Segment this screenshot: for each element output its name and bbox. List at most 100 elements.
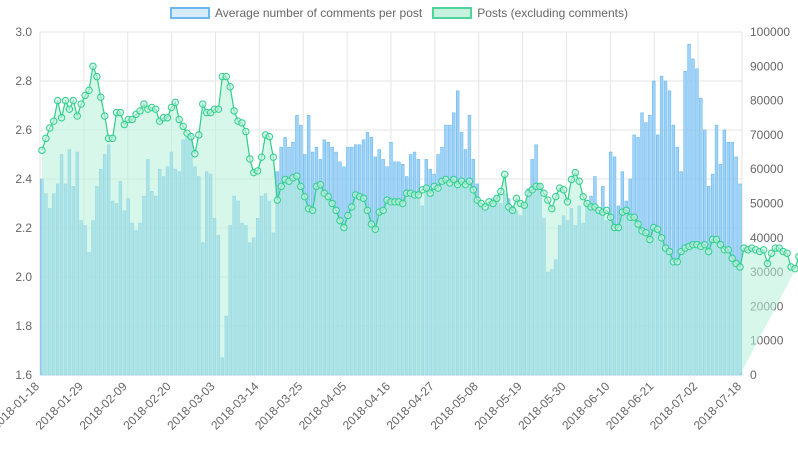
- posts-point: [128, 115, 136, 124]
- posts-point: [712, 235, 721, 244]
- posts-point: [120, 120, 129, 129]
- posts-point: [371, 225, 380, 233]
- posts-point: [367, 220, 376, 228]
- posts-point: [716, 240, 725, 249]
- posts-point: [791, 264, 798, 273]
- posts-point: [571, 168, 580, 177]
- posts-point: [763, 259, 772, 268]
- legend-swatch-comments-per-post: [170, 7, 211, 19]
- posts-point: [567, 175, 576, 184]
- posts-point: [701, 240, 709, 249]
- posts-point: [93, 72, 101, 81]
- y-right-tick-label: 90000: [750, 59, 784, 73]
- posts-point: [548, 204, 556, 213]
- posts-point: [265, 132, 274, 141]
- y-left-tick-label: 2.0: [15, 270, 32, 284]
- posts-point: [450, 175, 458, 184]
- y-left-tick-label: 2.6: [15, 123, 32, 137]
- posts-point: [795, 253, 798, 261]
- posts-point: [759, 246, 768, 254]
- posts-point: [508, 206, 517, 215]
- posts-point: [704, 247, 713, 256]
- posts-point: [269, 153, 278, 161]
- posts-point: [540, 189, 548, 197]
- posts-point: [57, 114, 66, 122]
- posts-point: [195, 131, 203, 139]
- posts-point: [559, 186, 568, 194]
- posts-point: [344, 211, 352, 220]
- legend: Average number of comments per post Post…: [0, 6, 798, 20]
- posts-point: [348, 203, 356, 211]
- y-left-tick-label: 2.4: [15, 172, 32, 186]
- posts-point: [673, 258, 681, 266]
- posts-point: [614, 223, 623, 232]
- posts-point: [273, 196, 281, 204]
- y-right-tick-label: 50000: [750, 197, 784, 211]
- posts-point: [336, 216, 344, 225]
- posts-point: [61, 96, 70, 105]
- posts-point: [140, 100, 148, 108]
- posts-point: [151, 105, 160, 113]
- posts-point: [42, 134, 50, 143]
- posts-point: [230, 107, 238, 115]
- posts-point: [642, 228, 650, 237]
- posts-point: [646, 235, 654, 244]
- posts-point: [179, 122, 187, 131]
- legend-item-posts[interactable]: Posts (excluding comments): [432, 6, 628, 20]
- posts-point: [665, 247, 674, 256]
- posts-point: [657, 234, 666, 242]
- posts-point: [363, 206, 372, 215]
- posts-point: [575, 177, 583, 185]
- posts-point: [520, 201, 529, 209]
- posts-point: [171, 98, 180, 107]
- posts-point: [622, 206, 631, 215]
- posts-point: [422, 184, 430, 192]
- posts-point: [501, 170, 509, 179]
- y-right-tick-label: 40000: [750, 231, 784, 245]
- posts-point: [97, 93, 105, 101]
- posts-point: [552, 192, 560, 201]
- posts-point: [116, 108, 125, 117]
- posts-point: [242, 127, 250, 136]
- posts-point: [53, 96, 62, 105]
- y-right-tick-label: 60000: [750, 162, 784, 176]
- posts-point: [359, 194, 368, 203]
- posts-point: [414, 191, 423, 199]
- posts-point: [222, 72, 230, 81]
- posts-point: [81, 91, 89, 100]
- y-left-tick-label: 1.6: [15, 368, 32, 382]
- y-right-tick-label: 0: [750, 368, 757, 382]
- posts-point: [603, 206, 611, 215]
- y-right-tick-label: 70000: [750, 128, 784, 142]
- posts-point: [46, 124, 54, 132]
- posts-area: [41, 66, 798, 375]
- posts-point: [136, 107, 144, 115]
- posts-point: [69, 96, 78, 105]
- posts-point: [465, 177, 474, 185]
- legend-item-comments-per-post[interactable]: Average number of comments per post: [170, 6, 422, 20]
- posts-point: [65, 105, 74, 113]
- posts-point: [214, 105, 223, 113]
- posts-point: [724, 246, 732, 254]
- posts-point: [399, 199, 407, 208]
- posts-point: [175, 115, 183, 124]
- posts-point: [630, 213, 638, 221]
- posts-point: [328, 199, 336, 208]
- legend-swatch-posts: [432, 7, 473, 19]
- posts-point: [489, 199, 497, 208]
- posts-point: [606, 213, 615, 221]
- posts-point: [536, 182, 544, 191]
- posts-point: [101, 112, 109, 120]
- posts-point: [579, 192, 587, 201]
- posts-point: [497, 187, 505, 196]
- posts-point: [324, 192, 332, 201]
- posts-point: [434, 184, 442, 192]
- posts-point: [469, 186, 478, 194]
- y-left-tick-label: 2.8: [15, 74, 32, 88]
- posts-point: [89, 62, 97, 71]
- posts-point: [277, 182, 285, 191]
- y-left-tick-label: 1.8: [15, 319, 32, 333]
- posts-point: [108, 134, 117, 143]
- posts-point: [783, 249, 791, 257]
